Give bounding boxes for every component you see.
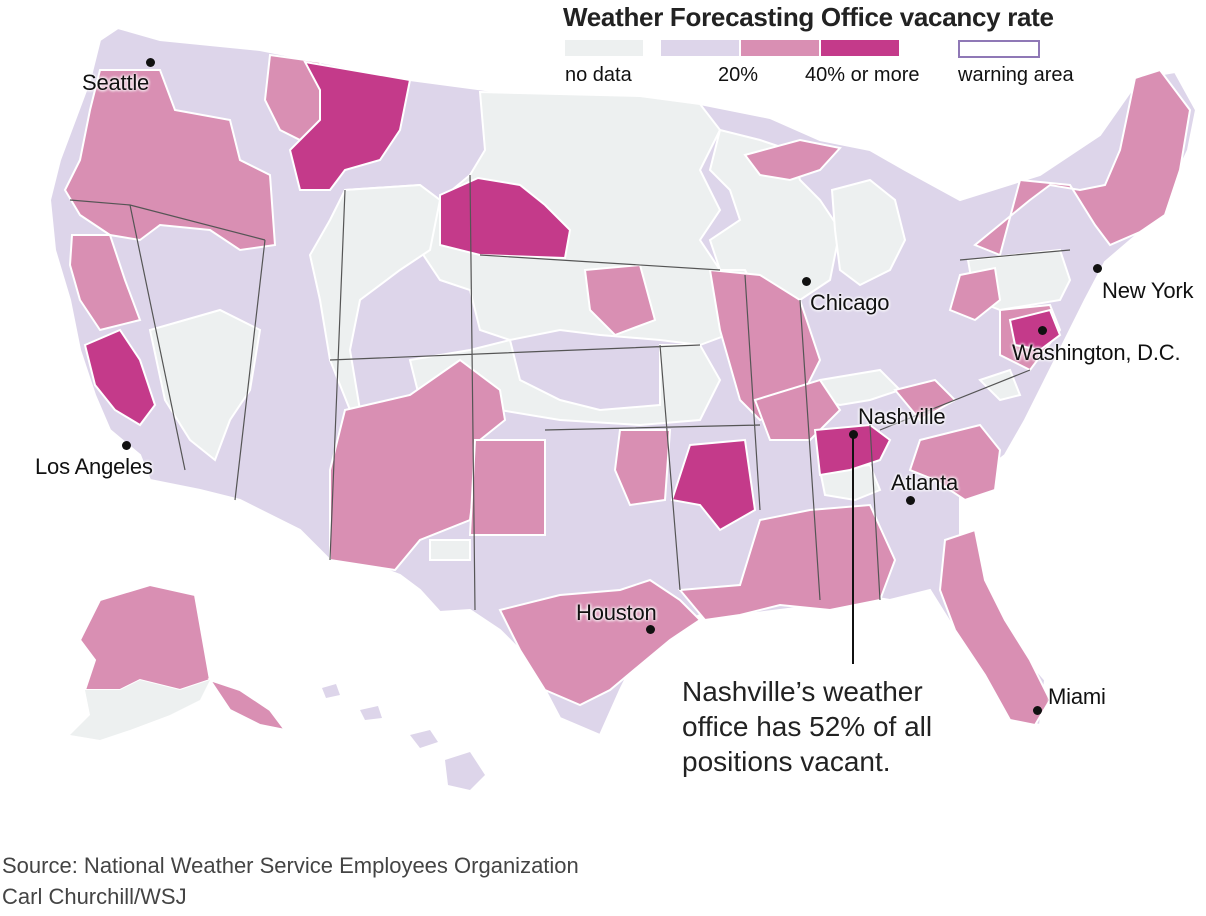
southern-plains-medium-region	[468, 439, 546, 536]
oahu-island	[360, 706, 382, 720]
lower-mississippi-medium-region	[678, 503, 897, 622]
pacific-northwest-medium-region	[63, 69, 277, 252]
washington-dc-label: Washington, D.C.	[1012, 340, 1181, 365]
warning-area-swatch	[958, 40, 1040, 58]
mid-atlantic-medium-region	[948, 266, 1002, 322]
los-angeles-label: Los Angeles	[35, 454, 153, 479]
chicago-marker	[802, 277, 811, 286]
arkansas-high-region	[670, 438, 757, 532]
washington-dc-high-region	[1008, 308, 1062, 352]
central-california-high-region	[83, 328, 157, 427]
legend-label-40-percent-or-more: 40% or more	[805, 64, 920, 86]
los-angeles-marker	[122, 441, 131, 450]
hawaii-island	[445, 752, 485, 790]
legend-label-20-percent: 20%	[718, 64, 759, 86]
florida-medium-region	[938, 528, 1052, 727]
credit-text: Carl Churchill/WSJ	[2, 884, 187, 909]
alaska-medium-region	[78, 583, 212, 692]
high-vacancy-swatch	[821, 40, 899, 56]
source-text: Source: National Weather Service Employe…	[2, 853, 579, 878]
no-data-swatch	[565, 40, 643, 56]
medium-vacancy-swatch	[741, 40, 819, 56]
kauai-island	[322, 684, 340, 698]
legend-label-warning-area: warning area	[958, 64, 1074, 86]
miami-marker	[1033, 706, 1042, 715]
alaska-no-data-region	[70, 680, 210, 740]
michigan-upper-peninsula-medium-region	[743, 138, 842, 182]
seattle-marker	[146, 58, 155, 67]
new-york-label: New York	[1102, 278, 1194, 303]
nashville-annotation: Nashville’s weather office has 52% of al…	[682, 676, 933, 777]
source-note: Source: National Weather Service Employe…	[2, 850, 579, 912]
hawaii-islands	[322, 684, 485, 790]
montana-high-region	[288, 60, 412, 191]
washington-dc-marker	[1038, 326, 1047, 335]
missouri-medium-region	[583, 263, 657, 337]
low-vacancy-swatch	[661, 40, 739, 56]
atlanta-label: Atlanta	[891, 470, 959, 495]
atlanta-marker	[906, 496, 915, 505]
houston-marker	[646, 625, 655, 634]
medium-vacancy-regions	[63, 53, 1192, 732]
houston-label: Houston	[576, 600, 657, 625]
legend-label-no-data: no data	[565, 64, 632, 86]
seattle-label: Seattle	[82, 70, 150, 95]
maui-island	[410, 730, 438, 748]
ozarks-medium-region	[613, 429, 672, 507]
northeast-medium-region	[973, 68, 1192, 257]
dakotas-high-region	[439, 176, 572, 260]
alaska-panhandle-medium-region	[207, 678, 288, 732]
state-line	[69, 174, 1071, 611]
nashville-label: Nashville	[858, 404, 946, 429]
high-vacancy-regions	[83, 60, 1062, 532]
new-york-marker	[1093, 264, 1102, 273]
texas-no-data-region	[429, 539, 471, 561]
california-coast-medium-region	[68, 234, 142, 332]
michigan-no-data-region	[830, 178, 907, 287]
texas-gulf-medium-region	[498, 578, 702, 707]
nashville-marker	[849, 430, 858, 439]
ohio-valley-medium-region	[753, 378, 842, 441]
miami-label: Miami	[1048, 684, 1106, 709]
state-boundaries	[69, 174, 1071, 611]
legend-title: Weather Forecasting Office vacancy rate	[563, 2, 1054, 32]
chicago-label: Chicago	[810, 290, 890, 315]
